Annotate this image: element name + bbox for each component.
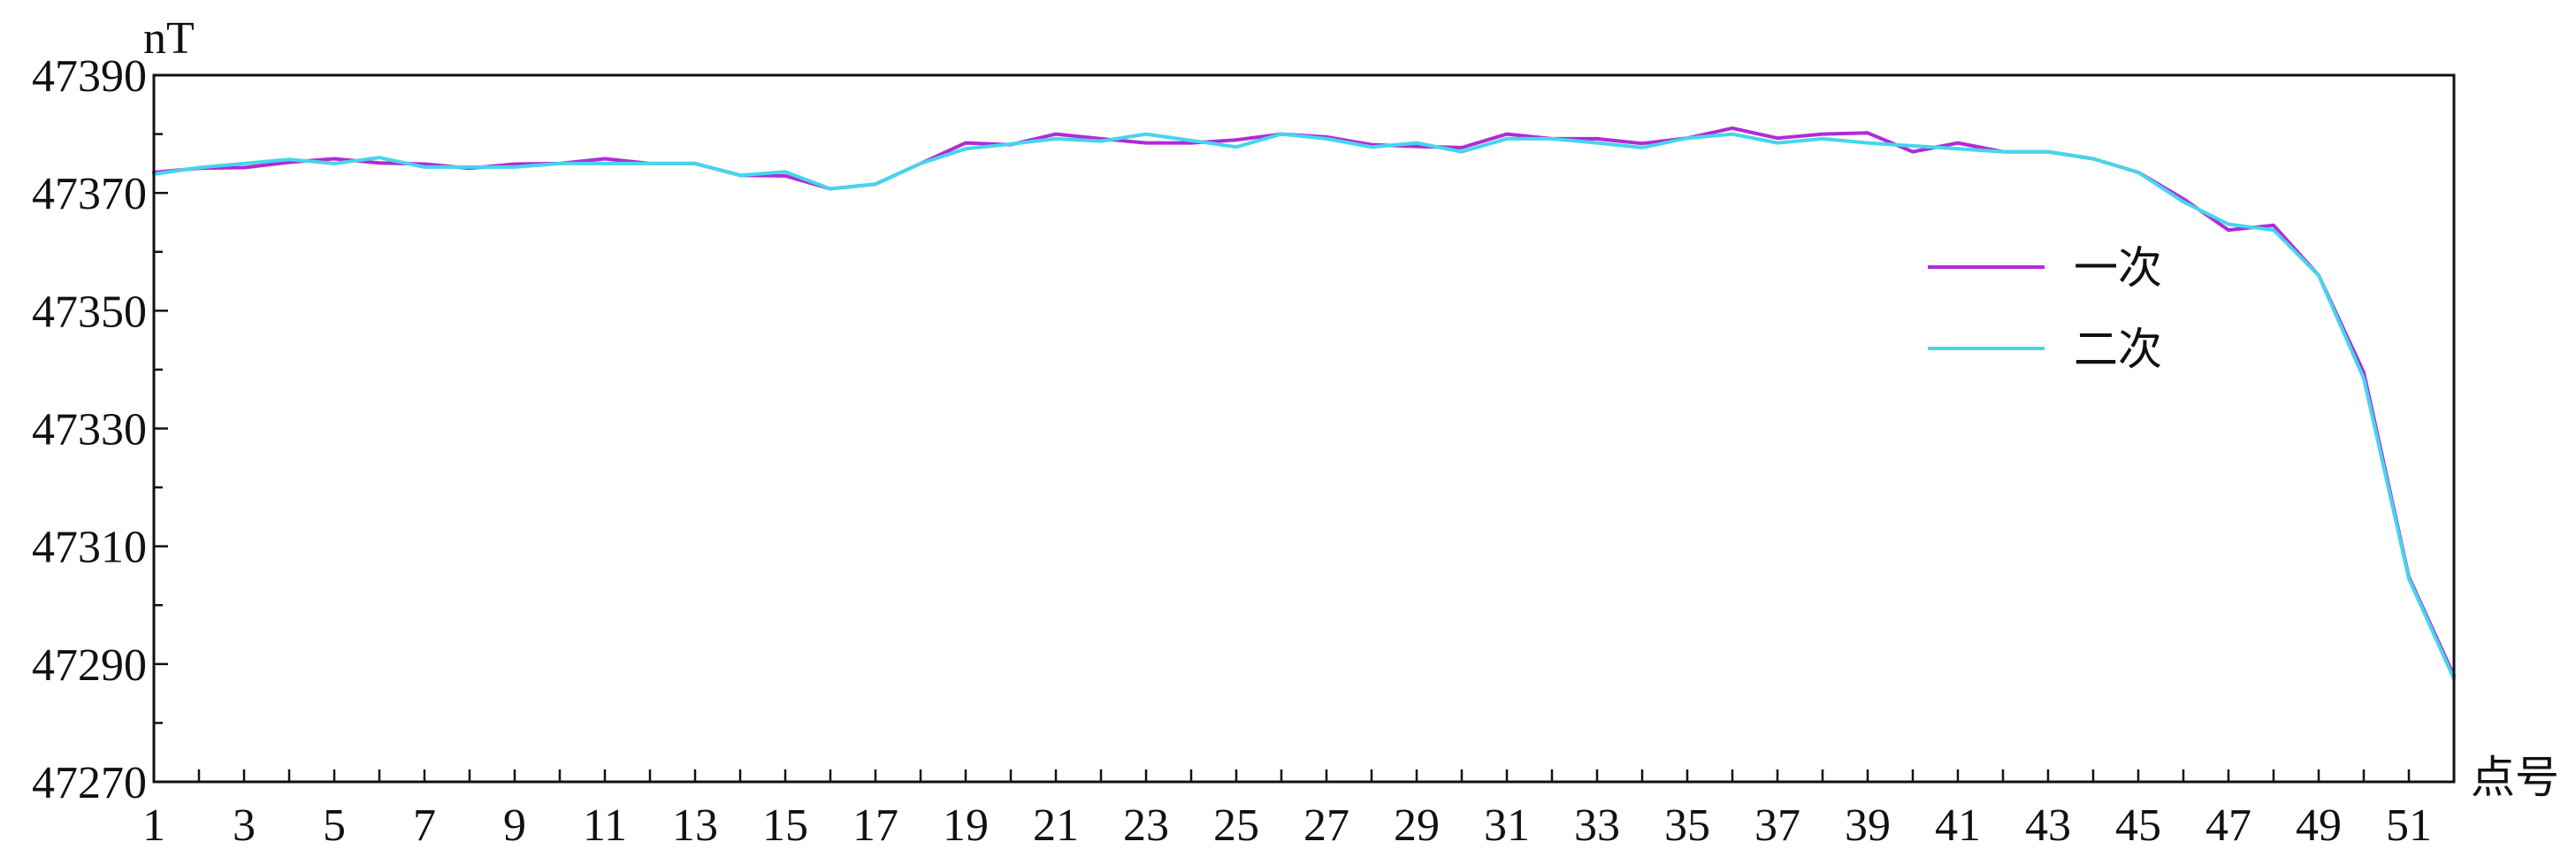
x-tick-label: 5: [323, 800, 346, 851]
x-tick-label: 33: [1574, 800, 1620, 851]
x-tick-label: 43: [2025, 800, 2071, 851]
x-tick-label: 15: [762, 800, 808, 851]
series-line-2: [152, 132, 2456, 681]
x-tick-label: 27: [1303, 800, 1349, 851]
legend-label-series-2: 二次: [2074, 324, 2162, 375]
x-tick-label: 23: [1123, 800, 1169, 851]
x-tick-label: 35: [1664, 800, 1710, 851]
x-tick-label: 21: [1033, 800, 1079, 851]
y-axis-ticks: [154, 73, 168, 784]
x-tick-label: 31: [1484, 800, 1530, 851]
x-tick-label: 49: [2296, 800, 2342, 851]
x-tick-label: 45: [2115, 800, 2161, 851]
series-line-1: [152, 126, 2456, 678]
y-axis-unit-label: nT: [143, 13, 195, 64]
y-tick-label: 47270: [32, 758, 147, 808]
x-axis-label: 点号: [2471, 752, 2559, 803]
x-tick-label: 47: [2205, 800, 2251, 851]
x-tick-label: 11: [583, 800, 627, 851]
y-tick-label: 47390: [32, 51, 147, 102]
x-tick-label: 37: [1754, 800, 1800, 851]
y-axis-tick-labels: 47270 47290 47310 47330 47350 47370 47390: [32, 51, 147, 808]
x-tick-label: 39: [1845, 800, 1891, 851]
y-tick-label: 47350: [32, 287, 147, 337]
x-tick-label: 41: [1935, 800, 1981, 851]
legend: 一次 二次: [1928, 242, 2162, 375]
x-tick-label: 7: [413, 800, 436, 851]
x-tick-label: 51: [2386, 800, 2432, 851]
y-tick-label: 47290: [32, 640, 147, 691]
series-lines: [152, 126, 2456, 681]
x-axis-ticks: [152, 769, 2456, 782]
x-tick-label: 25: [1213, 800, 1259, 851]
x-tick-label: 1: [142, 800, 165, 851]
plot-frame: [152, 73, 2456, 784]
x-axis-tick-labels: 1 3 5 7 9 11 13 15 17 19 21 23 25 27 29 31 33 35 37 39 41 43 4…: [142, 800, 2432, 851]
x-tick-label: 17: [852, 800, 898, 851]
x-tick-label: 29: [1394, 800, 1440, 851]
y-tick-label: 47330: [32, 405, 147, 455]
x-tick-label: 9: [503, 800, 526, 851]
y-tick-label: 47370: [32, 169, 147, 219]
x-tick-label: 19: [943, 800, 989, 851]
x-tick-label: 13: [672, 800, 718, 851]
legend-label-series-1: 一次: [2074, 242, 2162, 294]
x-tick-label: 3: [233, 800, 256, 851]
y-tick-label: 47310: [32, 523, 147, 573]
